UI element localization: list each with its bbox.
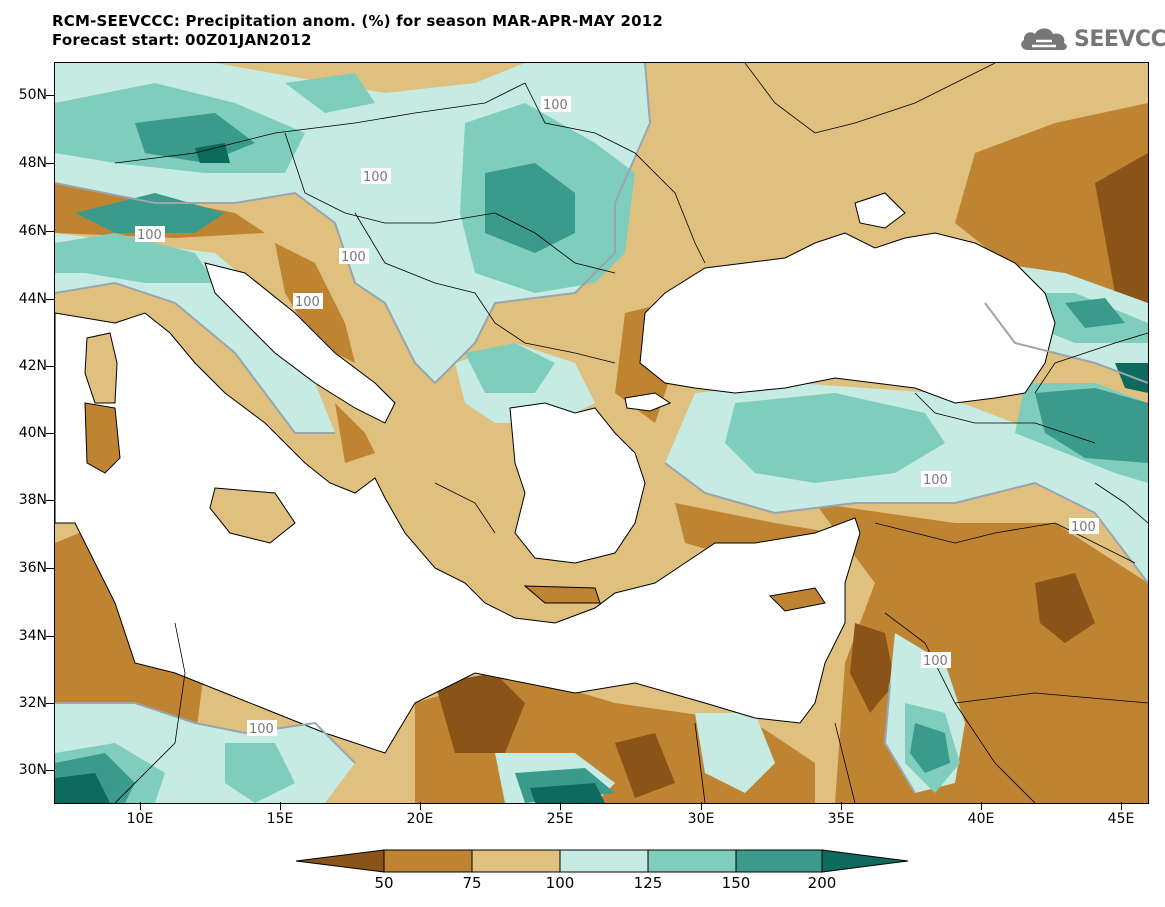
lon-label: 20E	[406, 811, 434, 827]
anomaly-gt200-areas	[55, 143, 1148, 803]
color-legend	[295, 848, 910, 878]
contour-label-bg	[921, 471, 951, 487]
lat-label: 50N	[18, 87, 47, 103]
anomaly-lt50-areas	[435, 153, 1148, 798]
lat-label: 48N	[18, 155, 47, 171]
legend-label: 100	[545, 874, 575, 892]
lat-label: 36N	[18, 560, 47, 576]
contour-label: 100	[295, 295, 320, 310]
country-borders	[114, 63, 1148, 803]
contour-label-bg	[293, 293, 323, 309]
lon-label: 10E	[126, 811, 154, 827]
legend-swatch-50-75	[383, 849, 473, 873]
lat-label: 34N	[18, 628, 47, 644]
contour-label-bg	[135, 226, 165, 242]
contour-label: 100	[1071, 520, 1096, 535]
legend-label: 125	[633, 874, 663, 892]
logo-text: SEEVCCC	[1074, 26, 1165, 52]
legend-label: 150	[721, 874, 751, 892]
anomaly-map: 100 100 100 100 100 100 100 100 100	[55, 63, 1148, 803]
contour-labels: 100 100 100 100 100 100 100 100 100	[135, 96, 1099, 737]
legend-label: 50	[374, 874, 394, 892]
lon-label: 15E	[266, 811, 294, 827]
seevccc-logo: SEEVCCC	[1018, 22, 1165, 56]
contour-label-bg	[339, 248, 369, 264]
lon-label: 25E	[546, 811, 574, 827]
cloud-icon	[1021, 28, 1067, 51]
contour-label-bg	[541, 96, 571, 112]
contour-label-bg	[1069, 518, 1099, 534]
legend-label: 75	[462, 874, 482, 892]
contour-label: 100	[137, 228, 162, 243]
contour-label: 100	[341, 250, 366, 265]
title-line-1: RCM-SEEVCCC: Precipitation anom. (%) for…	[52, 12, 663, 30]
legend-colorbar	[295, 849, 909, 873]
lat-label: 32N	[18, 695, 47, 711]
contour-label: 100	[923, 473, 948, 488]
legend-swatch-150-200	[735, 849, 823, 873]
contour-label: 100	[543, 98, 568, 113]
legend-swatch-100-125	[559, 849, 649, 873]
contour-label-bg	[361, 168, 391, 184]
contour-100-lines	[55, 63, 1148, 794]
legend-swatch-lt50	[295, 849, 385, 873]
chart-title: RCM-SEEVCCC: Precipitation anom. (%) for…	[52, 12, 663, 50]
contour-label-bg	[921, 652, 951, 668]
contour-label: 100	[923, 654, 948, 669]
lon-label: 35E	[827, 811, 855, 827]
sea-areas	[55, 192, 1056, 754]
lon-label: 45E	[1107, 811, 1135, 827]
legend-swatch-75-100	[471, 849, 561, 873]
lat-label: 46N	[18, 223, 47, 239]
lat-label: 44N	[18, 291, 47, 307]
lon-label: 30E	[687, 811, 715, 827]
legend-swatch-125-150	[647, 849, 737, 873]
lat-label: 38N	[18, 492, 47, 508]
lat-label: 40N	[18, 425, 47, 441]
contour-label-bg	[247, 720, 277, 736]
lat-label: 42N	[18, 358, 47, 374]
contour-label: 100	[363, 170, 388, 185]
contour-label: 100	[249, 722, 274, 737]
lon-label: 40E	[967, 811, 995, 827]
title-line-2: Forecast start: 00Z01JAN2012	[52, 31, 312, 49]
legend-swatch-gt200	[821, 849, 909, 873]
map-panel: 100 100 100 100 100 100 100 100 100	[54, 62, 1149, 804]
islands	[84, 332, 826, 612]
lat-label: 30N	[18, 762, 47, 778]
legend-label: 200	[807, 874, 837, 892]
